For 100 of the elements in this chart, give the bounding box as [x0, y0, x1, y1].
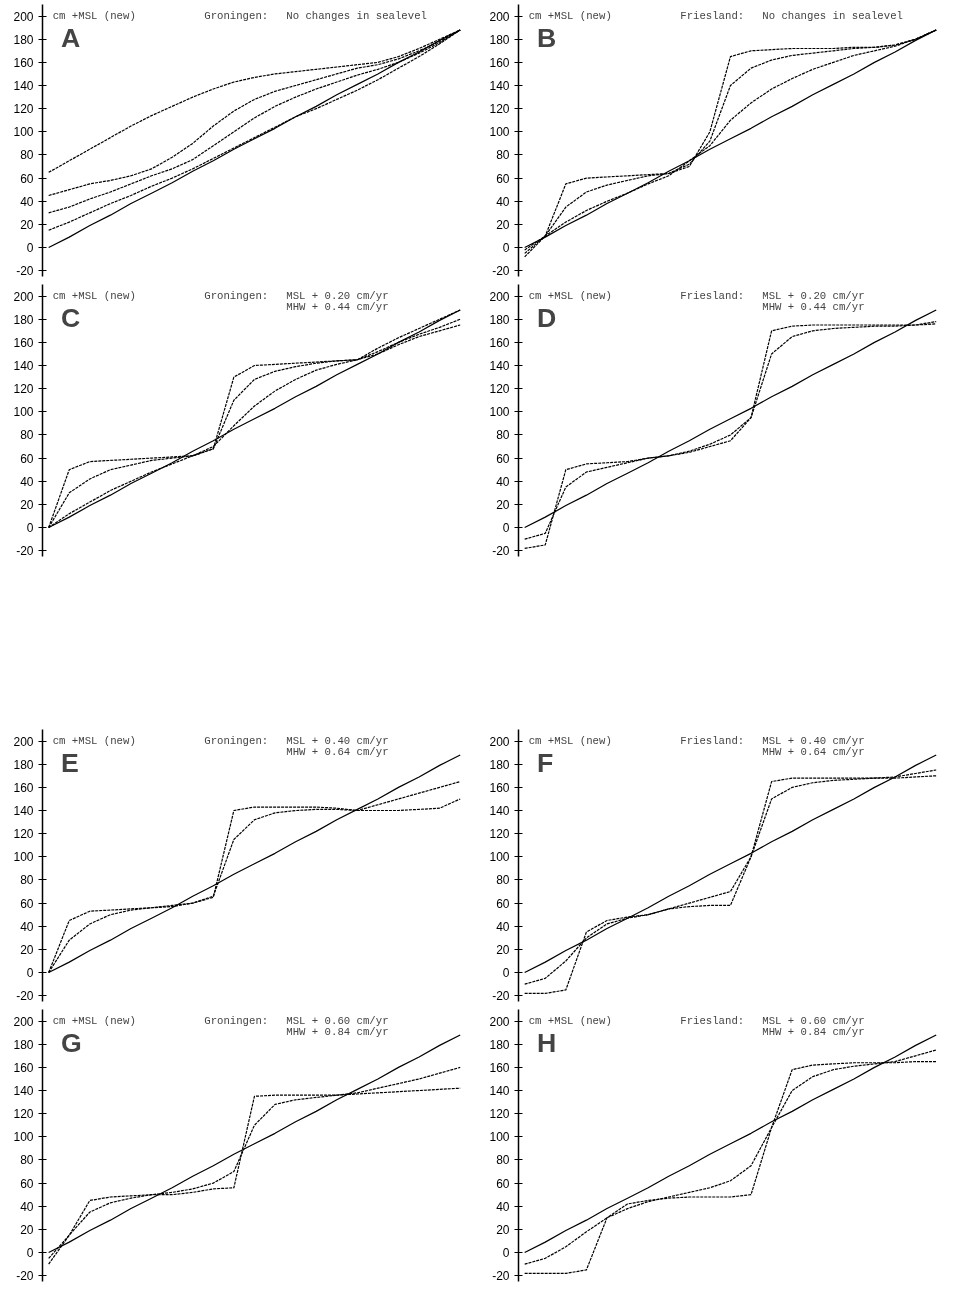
y-axis-title: cm +MSL (new) — [52, 10, 136, 23]
y-tick-label: -20 — [16, 1269, 34, 1284]
y-tick-label: 100 — [13, 405, 34, 420]
annotation: C — [61, 303, 81, 334]
y-tick-label: 140 — [13, 804, 34, 819]
y-tick-label: 80 — [20, 428, 34, 443]
y-tick-label: 0 — [502, 966, 510, 981]
y-tick-label: -20 — [492, 1269, 510, 1284]
y-tick-label: 200 — [13, 289, 34, 304]
y-tick-label: 200 — [489, 1014, 510, 1029]
y-tick-label: 140 — [489, 804, 510, 819]
y-axis-title: cm +MSL (new) — [52, 735, 136, 748]
y-tick-label: 80 — [20, 1153, 34, 1168]
y-tick-label: 80 — [496, 873, 510, 888]
y-axis-title: cm +MSL (new) — [528, 10, 612, 23]
y-tick-label: 160 — [489, 780, 510, 795]
text: Friesland: — [680, 10, 745, 23]
text: Friesland: — [680, 735, 745, 748]
y-tick-label: 120 — [489, 102, 510, 117]
y-tick-label: 40 — [20, 919, 34, 934]
y-tick-label: 60 — [20, 1176, 34, 1191]
y-tick-label: 40 — [496, 474, 510, 489]
y-tick-label: 60 — [20, 171, 34, 186]
y-tick-label: 160 — [13, 1060, 34, 1075]
y-tick-label: 200 — [489, 289, 510, 304]
y-tick-label: 0 — [502, 1246, 510, 1261]
y-tick-label: 40 — [496, 194, 510, 209]
y-tick-label: 100 — [489, 850, 510, 865]
y-tick-label: 40 — [496, 919, 510, 934]
y-tick-label: 200 — [13, 1014, 34, 1029]
y-tick-label: 140 — [489, 359, 510, 374]
y-tick-label: 40 — [20, 474, 34, 489]
y-tick-label: -20 — [492, 544, 510, 559]
text: Groningen: — [204, 10, 269, 23]
y-tick-label: 140 — [13, 359, 34, 374]
y-tick-label: -20 — [492, 989, 510, 1004]
y-axis-title: cm +MSL (new) — [528, 735, 612, 748]
y-tick-label: 160 — [13, 335, 34, 350]
y-tick-label: 120 — [13, 827, 34, 842]
y-tick-label: -20 — [16, 544, 34, 559]
y-tick-label: 180 — [13, 312, 34, 327]
y-tick-label: 100 — [13, 125, 34, 140]
y-axis-title: cm +MSL (new) — [528, 1015, 612, 1028]
y-tick-label: 20 — [20, 217, 34, 232]
y-tick-label: 160 — [489, 1060, 510, 1075]
y-tick-label: 80 — [496, 1153, 510, 1168]
y-tick-label: 120 — [489, 827, 510, 842]
y-tick-label: 160 — [489, 335, 510, 350]
y-tick-label: 60 — [496, 171, 510, 186]
y-tick-label: 140 — [489, 1084, 510, 1099]
annotation: F — [537, 748, 554, 779]
y-tick-label: 140 — [13, 79, 34, 94]
y-tick-label: 200 — [13, 9, 34, 24]
text: MSL + 0.40 cm/yr MHW + 0.64 cm/yr — [286, 735, 389, 759]
text: Groningen: — [204, 290, 269, 303]
text: MSL + 0.40 cm/yr MHW + 0.64 cm/yr — [762, 735, 865, 759]
y-tick-label: 100 — [13, 1130, 34, 1145]
y-tick-label: 40 — [496, 1199, 510, 1214]
annotation: E — [61, 748, 79, 779]
y-axis-title: cm +MSL (new) — [52, 1015, 136, 1028]
y-tick-label: 120 — [489, 382, 510, 397]
y-tick-label: 180 — [489, 312, 510, 327]
y-tick-label: 120 — [13, 102, 34, 117]
y-tick-label: 40 — [20, 194, 34, 209]
text: No changes in sealevel — [286, 10, 427, 23]
y-tick-label: 20 — [496, 1222, 510, 1237]
y-tick-label: 0 — [502, 521, 510, 536]
y-tick-label: 180 — [13, 1037, 34, 1052]
y-tick-label: -20 — [16, 264, 34, 279]
y-tick-label: 160 — [489, 55, 510, 70]
text: Groningen: — [204, 735, 269, 748]
y-tick-label: 20 — [496, 942, 510, 957]
y-tick-label: 80 — [496, 428, 510, 443]
y-tick-label: 100 — [489, 405, 510, 420]
text: MSL + 0.60 cm/yr MHW + 0.84 cm/yr — [286, 1015, 389, 1039]
y-tick-label: 180 — [13, 757, 34, 772]
annotation: G — [61, 1028, 82, 1059]
y-tick-label: 60 — [20, 451, 34, 466]
text: MSL + 0.60 cm/yr MHW + 0.84 cm/yr — [762, 1015, 865, 1039]
y-tick-label: 180 — [13, 32, 34, 47]
y-tick-label: 140 — [13, 1084, 34, 1099]
y-tick-label: 180 — [489, 757, 510, 772]
y-tick-label: 0 — [26, 1246, 34, 1261]
y-tick-label: -20 — [492, 264, 510, 279]
y-tick-label: 100 — [489, 125, 510, 140]
annotation: H — [537, 1028, 557, 1059]
y-tick-label: 80 — [20, 148, 34, 163]
y-tick-label: 20 — [20, 942, 34, 957]
y-tick-label: 200 — [13, 734, 34, 749]
y-tick-label: 0 — [26, 521, 34, 536]
y-tick-label: 60 — [496, 451, 510, 466]
y-tick-label: 0 — [26, 966, 34, 981]
text: Friesland: — [680, 1015, 745, 1028]
y-tick-label: 60 — [20, 896, 34, 911]
y-tick-label: -20 — [16, 989, 34, 1004]
y-tick-label: 120 — [13, 382, 34, 397]
y-tick-label: 20 — [20, 1222, 34, 1237]
y-tick-label: 180 — [489, 32, 510, 47]
y-tick-label: 40 — [20, 1199, 34, 1214]
y-tick-label: 80 — [20, 873, 34, 888]
